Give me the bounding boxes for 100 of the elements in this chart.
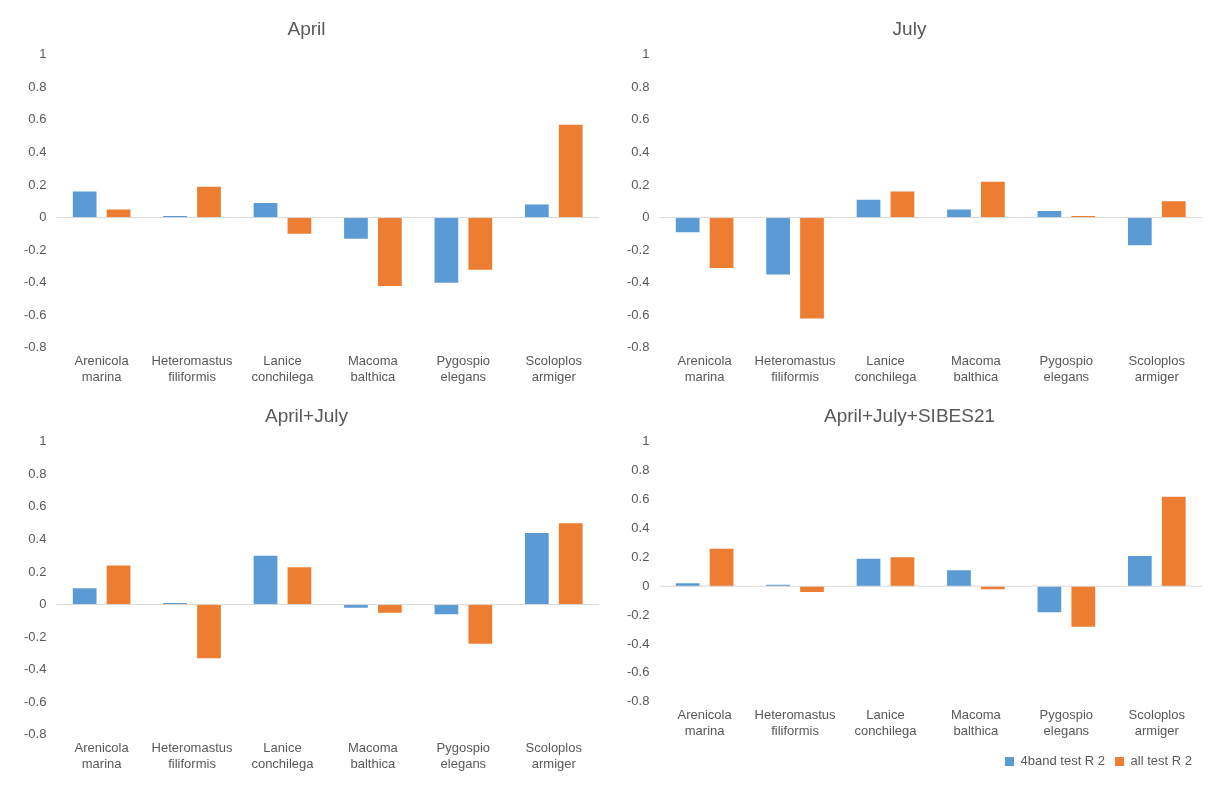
y-tick-label: 1 [39, 433, 47, 449]
y-tick-label: 1 [642, 433, 650, 449]
x-tick-label: Scoloplos armiger [525, 353, 583, 384]
y-tick-label: 0.6 [631, 491, 650, 507]
bar [287, 567, 312, 605]
bar [1037, 586, 1062, 613]
y-tick-label: 0.6 [631, 111, 650, 127]
y-tick-label: -0.2 [23, 628, 47, 644]
x-tick-label: Macoma balthica [347, 353, 399, 384]
legend-label: 4band test R 2 [1020, 753, 1106, 769]
chart-title: April+July+SIBES21 [823, 404, 996, 426]
bar [981, 181, 1005, 218]
x-tick-label: Arenicola marina [74, 353, 130, 384]
bar [1127, 217, 1152, 246]
legend-label: all test R 2 [1130, 753, 1193, 769]
y-tick-label: 0.8 [28, 465, 47, 481]
bar [287, 217, 312, 234]
x-tick-label: Lanice conchilega [854, 707, 918, 738]
y-tick-label: -0.6 [626, 664, 650, 680]
y-tick-label: 0 [642, 209, 650, 225]
y-tick-label: 0.2 [28, 176, 47, 192]
x-tick-label: Heteromastus filiformis [754, 707, 837, 738]
bar [1161, 201, 1186, 218]
bar [434, 217, 459, 283]
bar [709, 217, 734, 269]
chart-title: April [287, 17, 326, 39]
y-tick-label: 0.8 [28, 78, 47, 94]
bar [890, 557, 915, 587]
x-tick-label: Pygospio elegans [1039, 353, 1094, 384]
bar [675, 583, 700, 587]
y-tick-label: -0.6 [23, 693, 47, 709]
y-tick-label: -0.8 [626, 693, 650, 709]
x-tick-label: Arenicola marina [677, 353, 733, 384]
bar [1071, 586, 1096, 627]
y-tick-label: -0.8 [626, 339, 650, 355]
bar [890, 191, 915, 218]
bar [947, 570, 971, 587]
y-tick-label: 0.2 [631, 548, 650, 564]
bar [558, 523, 583, 605]
bar [709, 548, 734, 587]
y-tick-label: 0 [642, 577, 650, 593]
y-tick-label: 1 [642, 46, 650, 62]
chart-title: April+July [265, 404, 349, 426]
x-tick-label: Scoloplos armiger [1128, 353, 1186, 384]
y-tick-label: -0.8 [23, 726, 47, 742]
bar [524, 532, 549, 605]
y-tick-label: 0.4 [28, 144, 47, 160]
y-tick-label: -0.4 [626, 274, 650, 290]
y-tick-label: -0.4 [23, 661, 47, 677]
x-tick-label: Scoloplos armiger [525, 740, 583, 771]
bar [72, 191, 97, 218]
bar [468, 217, 493, 270]
x-tick-label: Arenicola marina [677, 707, 733, 738]
y-tick-label: -0.6 [23, 306, 47, 322]
bar [253, 202, 278, 218]
x-tick-label: Heteromastus filiformis [754, 353, 837, 384]
x-tick-label: Lanice conchilega [251, 740, 315, 771]
bar [197, 604, 221, 659]
bar [1127, 555, 1152, 587]
bar [378, 604, 402, 613]
y-tick-label: 0 [39, 209, 47, 225]
bar [72, 588, 97, 605]
y-tick-label: -0.4 [23, 274, 47, 290]
y-tick-label: 0.6 [28, 111, 47, 127]
bar [856, 558, 881, 587]
x-tick-label: Heteromastus filiformis [151, 353, 234, 384]
y-tick-label: 0.6 [28, 498, 47, 514]
y-tick-label: -0.2 [23, 241, 47, 257]
y-tick-label: -0.2 [626, 606, 650, 622]
bar [856, 199, 881, 218]
y-tick-label: -0.2 [626, 241, 650, 257]
y-tick-label: 0.8 [631, 462, 650, 478]
bar [253, 555, 278, 605]
y-tick-label: 0.4 [631, 144, 650, 160]
bar [800, 217, 824, 319]
chart-title: July [892, 17, 927, 39]
bar [106, 565, 131, 605]
y-tick-label: 1 [39, 46, 47, 62]
bar [558, 124, 583, 218]
x-tick-label: Lanice conchilega [854, 353, 918, 384]
y-tick-label: 0.2 [28, 563, 47, 579]
y-tick-label: 0.4 [28, 531, 47, 547]
bar [197, 186, 221, 218]
bar [766, 217, 790, 275]
y-tick-label: 0.2 [631, 176, 650, 192]
bar [344, 217, 368, 239]
y-tick-label: -0.4 [626, 635, 650, 651]
bar [675, 217, 700, 233]
x-tick-label: Pygospio elegans [436, 353, 491, 384]
bar [1161, 496, 1186, 587]
x-tick-label: Macoma balthica [347, 740, 399, 771]
x-tick-label: Scoloplos armiger [1128, 707, 1186, 738]
y-tick-label: -0.6 [626, 306, 650, 322]
x-tick-label: Heteromastus filiformis [151, 740, 234, 771]
bar [378, 217, 402, 286]
x-tick-label: Lanice conchilega [251, 353, 315, 384]
bar [524, 204, 549, 218]
x-tick-label: Pygospio elegans [1039, 707, 1094, 738]
x-tick-label: Pygospio elegans [436, 740, 491, 771]
y-tick-label: 0.4 [631, 520, 650, 536]
